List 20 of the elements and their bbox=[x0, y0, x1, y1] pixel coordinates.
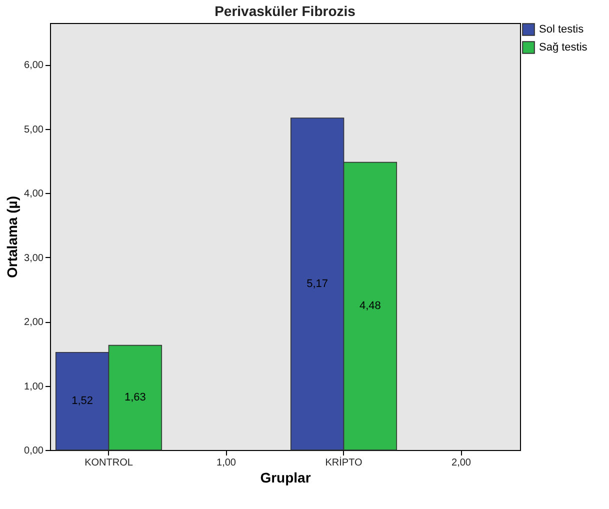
chart-title: Perivasküler Fibrozis bbox=[214, 3, 356, 19]
x-tick-label: KONTROL bbox=[84, 458, 134, 468]
y-tick-label: 4,00 bbox=[24, 188, 44, 200]
legend-label: Sağ testis bbox=[539, 42, 588, 54]
x-tick-label: KRİPTO bbox=[325, 456, 362, 468]
y-tick-label: 1,00 bbox=[24, 381, 44, 392]
y-tick-label: 3,00 bbox=[24, 252, 44, 264]
x-tick-label: 2,00 bbox=[452, 458, 472, 468]
y-tick-label: 6,00 bbox=[24, 60, 44, 72]
y-tick-label: 5,00 bbox=[24, 124, 44, 136]
y-tick-label: 0,00 bbox=[24, 446, 44, 456]
data-label: 4,48 bbox=[359, 300, 381, 312]
y-tick-label: 2,00 bbox=[24, 317, 44, 328]
y-axis-title: Ortalama (µ) bbox=[4, 196, 20, 278]
data-label: 5,17 bbox=[306, 278, 328, 290]
data-label: 1,63 bbox=[124, 392, 146, 404]
x-axis-title: Gruplar bbox=[260, 470, 312, 486]
legend-label: Sol testis bbox=[539, 24, 584, 36]
data-label: 1,52 bbox=[72, 395, 94, 408]
x-tick-label: 1,00 bbox=[216, 458, 236, 468]
